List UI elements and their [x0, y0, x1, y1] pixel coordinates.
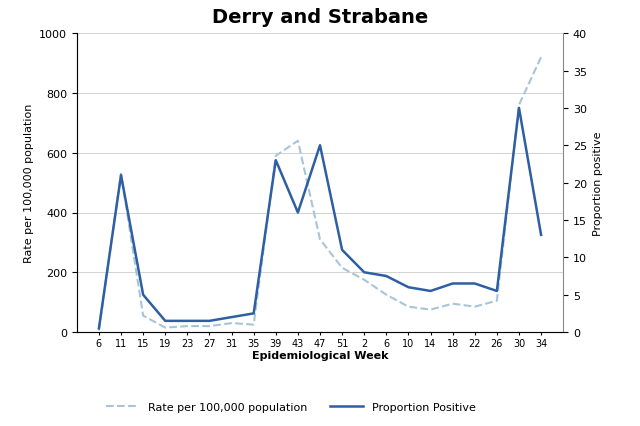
Rate per 100,000 population — [316, 237, 324, 242]
Proportion Positive — [95, 326, 103, 331]
Rate per 100,000 population — [383, 293, 390, 298]
Proportion Positive — [383, 274, 390, 279]
Proportion Positive — [537, 233, 545, 238]
Y-axis label: Rate per 100,000 population: Rate per 100,000 population — [24, 104, 33, 263]
Proportion Positive — [161, 319, 169, 324]
Rate per 100,000 population — [228, 321, 236, 326]
X-axis label: Epidemiological Week: Epidemiological Week — [252, 351, 388, 360]
Rate per 100,000 population — [250, 322, 257, 328]
Rate per 100,000 population — [272, 154, 280, 159]
Rate per 100,000 population — [427, 308, 435, 313]
Title: Derry and Strabane: Derry and Strabane — [212, 8, 428, 27]
Proportion Positive — [449, 281, 456, 286]
Rate per 100,000 population — [404, 304, 412, 309]
Proportion Positive — [250, 311, 257, 316]
Y-axis label: Proportion positive: Proportion positive — [593, 131, 603, 235]
Proportion Positive — [228, 315, 236, 320]
Proportion Positive — [294, 210, 301, 216]
Rate per 100,000 population — [449, 302, 456, 307]
Rate per 100,000 population — [95, 328, 103, 333]
Rate per 100,000 population — [515, 103, 523, 108]
Proportion Positive — [316, 143, 324, 149]
Proportion Positive — [493, 289, 500, 294]
Rate per 100,000 population — [184, 324, 191, 329]
Rate per 100,000 population — [294, 139, 301, 144]
Line: Proportion Positive: Proportion Positive — [99, 109, 541, 328]
Proportion Positive — [360, 270, 368, 275]
Rate per 100,000 population — [161, 325, 169, 331]
Rate per 100,000 population — [471, 304, 479, 309]
Rate per 100,000 population — [117, 172, 125, 177]
Proportion Positive — [184, 319, 191, 324]
Proportion Positive — [404, 285, 412, 290]
Proportion Positive — [471, 281, 479, 286]
Rate per 100,000 population — [205, 324, 213, 329]
Legend: Rate per 100,000 population, Proportion Positive: Rate per 100,000 population, Proportion … — [101, 397, 480, 416]
Proportion Positive — [272, 158, 280, 163]
Proportion Positive — [140, 293, 147, 298]
Proportion Positive — [515, 106, 523, 111]
Rate per 100,000 population — [493, 298, 500, 303]
Proportion Positive — [117, 173, 125, 178]
Proportion Positive — [205, 319, 213, 324]
Rate per 100,000 population — [537, 55, 545, 60]
Rate per 100,000 population — [339, 266, 346, 271]
Proportion Positive — [427, 289, 435, 294]
Rate per 100,000 population — [360, 278, 368, 283]
Proportion Positive — [339, 248, 346, 253]
Rate per 100,000 population — [140, 314, 147, 319]
Line: Rate per 100,000 population: Rate per 100,000 population — [99, 58, 541, 331]
